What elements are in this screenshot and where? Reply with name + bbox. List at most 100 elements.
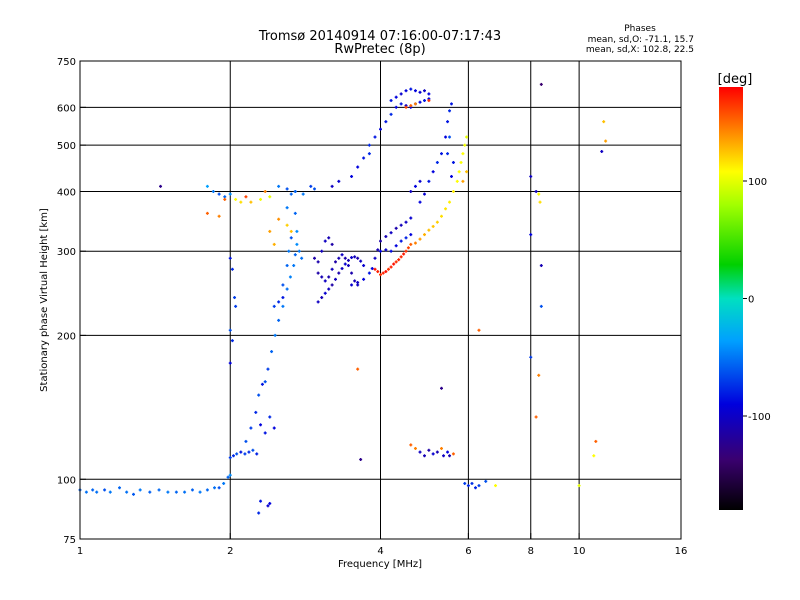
data-point bbox=[277, 318, 281, 322]
data-point bbox=[301, 192, 305, 196]
data-point bbox=[330, 283, 334, 287]
data-point bbox=[389, 112, 393, 116]
y-tick-label: 500 bbox=[57, 141, 76, 152]
y-tick-label: 300 bbox=[57, 247, 76, 258]
data-point bbox=[277, 300, 281, 304]
data-point bbox=[404, 236, 408, 240]
data-point bbox=[379, 127, 382, 131]
data-point bbox=[174, 490, 178, 494]
data-point bbox=[446, 450, 450, 454]
data-point bbox=[529, 233, 533, 237]
data-point bbox=[333, 260, 337, 264]
data-point bbox=[295, 229, 299, 233]
colorbar: [deg] 100 0 -100 bbox=[718, 72, 771, 510]
data-point bbox=[293, 189, 297, 193]
data-point bbox=[353, 279, 357, 283]
data-point bbox=[529, 355, 533, 359]
data-point bbox=[327, 236, 331, 240]
data-point bbox=[295, 242, 299, 246]
data-point bbox=[340, 267, 344, 271]
data-point bbox=[577, 484, 581, 488]
data-point bbox=[263, 431, 267, 435]
data-point bbox=[277, 217, 281, 221]
data-point bbox=[459, 160, 463, 164]
data-point bbox=[327, 275, 331, 279]
colorbar-ticks: 100 0 -100 bbox=[743, 177, 771, 423]
data-point bbox=[373, 267, 377, 271]
data-point bbox=[350, 174, 354, 178]
data-point bbox=[266, 504, 270, 508]
x-axis-ticks: 1 2 4 6 8 10 16 bbox=[77, 533, 688, 557]
y-tick-label: 750 bbox=[57, 57, 76, 68]
x-tick-label: 6 bbox=[465, 546, 471, 557]
data-point bbox=[461, 152, 465, 156]
data-point bbox=[384, 248, 388, 252]
data-point bbox=[226, 475, 230, 479]
data-point bbox=[367, 271, 371, 275]
data-point bbox=[431, 452, 435, 456]
data-point bbox=[266, 367, 270, 371]
data-point bbox=[362, 277, 366, 281]
chart-subtitle: RwPretec (8p) bbox=[334, 42, 425, 57]
data-point bbox=[312, 187, 316, 191]
data-point bbox=[440, 446, 444, 450]
data-point bbox=[285, 187, 289, 191]
data-point bbox=[394, 105, 398, 109]
data-point bbox=[600, 149, 604, 153]
data-point bbox=[413, 184, 417, 188]
data-point bbox=[228, 361, 232, 365]
data-point bbox=[270, 350, 274, 354]
y-tick-label: 100 bbox=[57, 475, 76, 486]
data-point bbox=[312, 256, 316, 260]
data-point bbox=[455, 179, 459, 183]
data-point bbox=[409, 233, 413, 237]
data-point bbox=[413, 89, 417, 93]
data-point bbox=[205, 184, 209, 188]
data-point bbox=[465, 135, 469, 139]
data-point bbox=[427, 448, 431, 452]
data-point bbox=[285, 206, 289, 210]
data-point bbox=[379, 249, 382, 253]
data-point bbox=[230, 267, 234, 271]
data-point bbox=[343, 256, 347, 260]
data-point bbox=[350, 256, 354, 260]
data-point bbox=[604, 139, 608, 143]
data-point bbox=[132, 492, 136, 496]
data-point bbox=[263, 380, 267, 384]
data-point bbox=[389, 231, 393, 235]
data-point bbox=[477, 328, 481, 332]
data-point bbox=[537, 373, 541, 377]
colorbar-tick-label: 0 bbox=[748, 295, 754, 306]
data-point bbox=[257, 393, 261, 397]
data-point bbox=[353, 255, 357, 259]
y-tick-label: 200 bbox=[57, 331, 76, 342]
data-point bbox=[125, 490, 129, 494]
data-point bbox=[399, 92, 403, 96]
data-point bbox=[376, 248, 380, 252]
data-point bbox=[529, 174, 533, 178]
data-point bbox=[217, 192, 221, 196]
data-point bbox=[463, 143, 467, 147]
data-point bbox=[346, 264, 350, 268]
data-point bbox=[449, 174, 453, 178]
data-point bbox=[367, 152, 371, 156]
y-axis-ticks: 75 100 200 300 400 500 600 750 bbox=[57, 57, 86, 546]
data-point bbox=[350, 271, 354, 275]
data-point bbox=[402, 252, 406, 256]
data-point bbox=[397, 258, 401, 262]
data-point bbox=[427, 99, 431, 103]
data-point bbox=[213, 486, 217, 490]
data-point bbox=[427, 228, 431, 232]
data-point bbox=[427, 92, 431, 96]
data-point bbox=[444, 135, 448, 139]
data-point bbox=[394, 95, 398, 99]
data-point bbox=[350, 283, 354, 287]
data-point bbox=[409, 216, 413, 220]
data-point bbox=[217, 486, 221, 490]
data-point bbox=[602, 120, 606, 124]
x-tick-label: 16 bbox=[675, 546, 688, 557]
data-point bbox=[446, 120, 450, 124]
data-point bbox=[359, 259, 363, 263]
colorbar-label: [deg] bbox=[718, 72, 753, 87]
colorbar-gradient bbox=[719, 87, 743, 510]
